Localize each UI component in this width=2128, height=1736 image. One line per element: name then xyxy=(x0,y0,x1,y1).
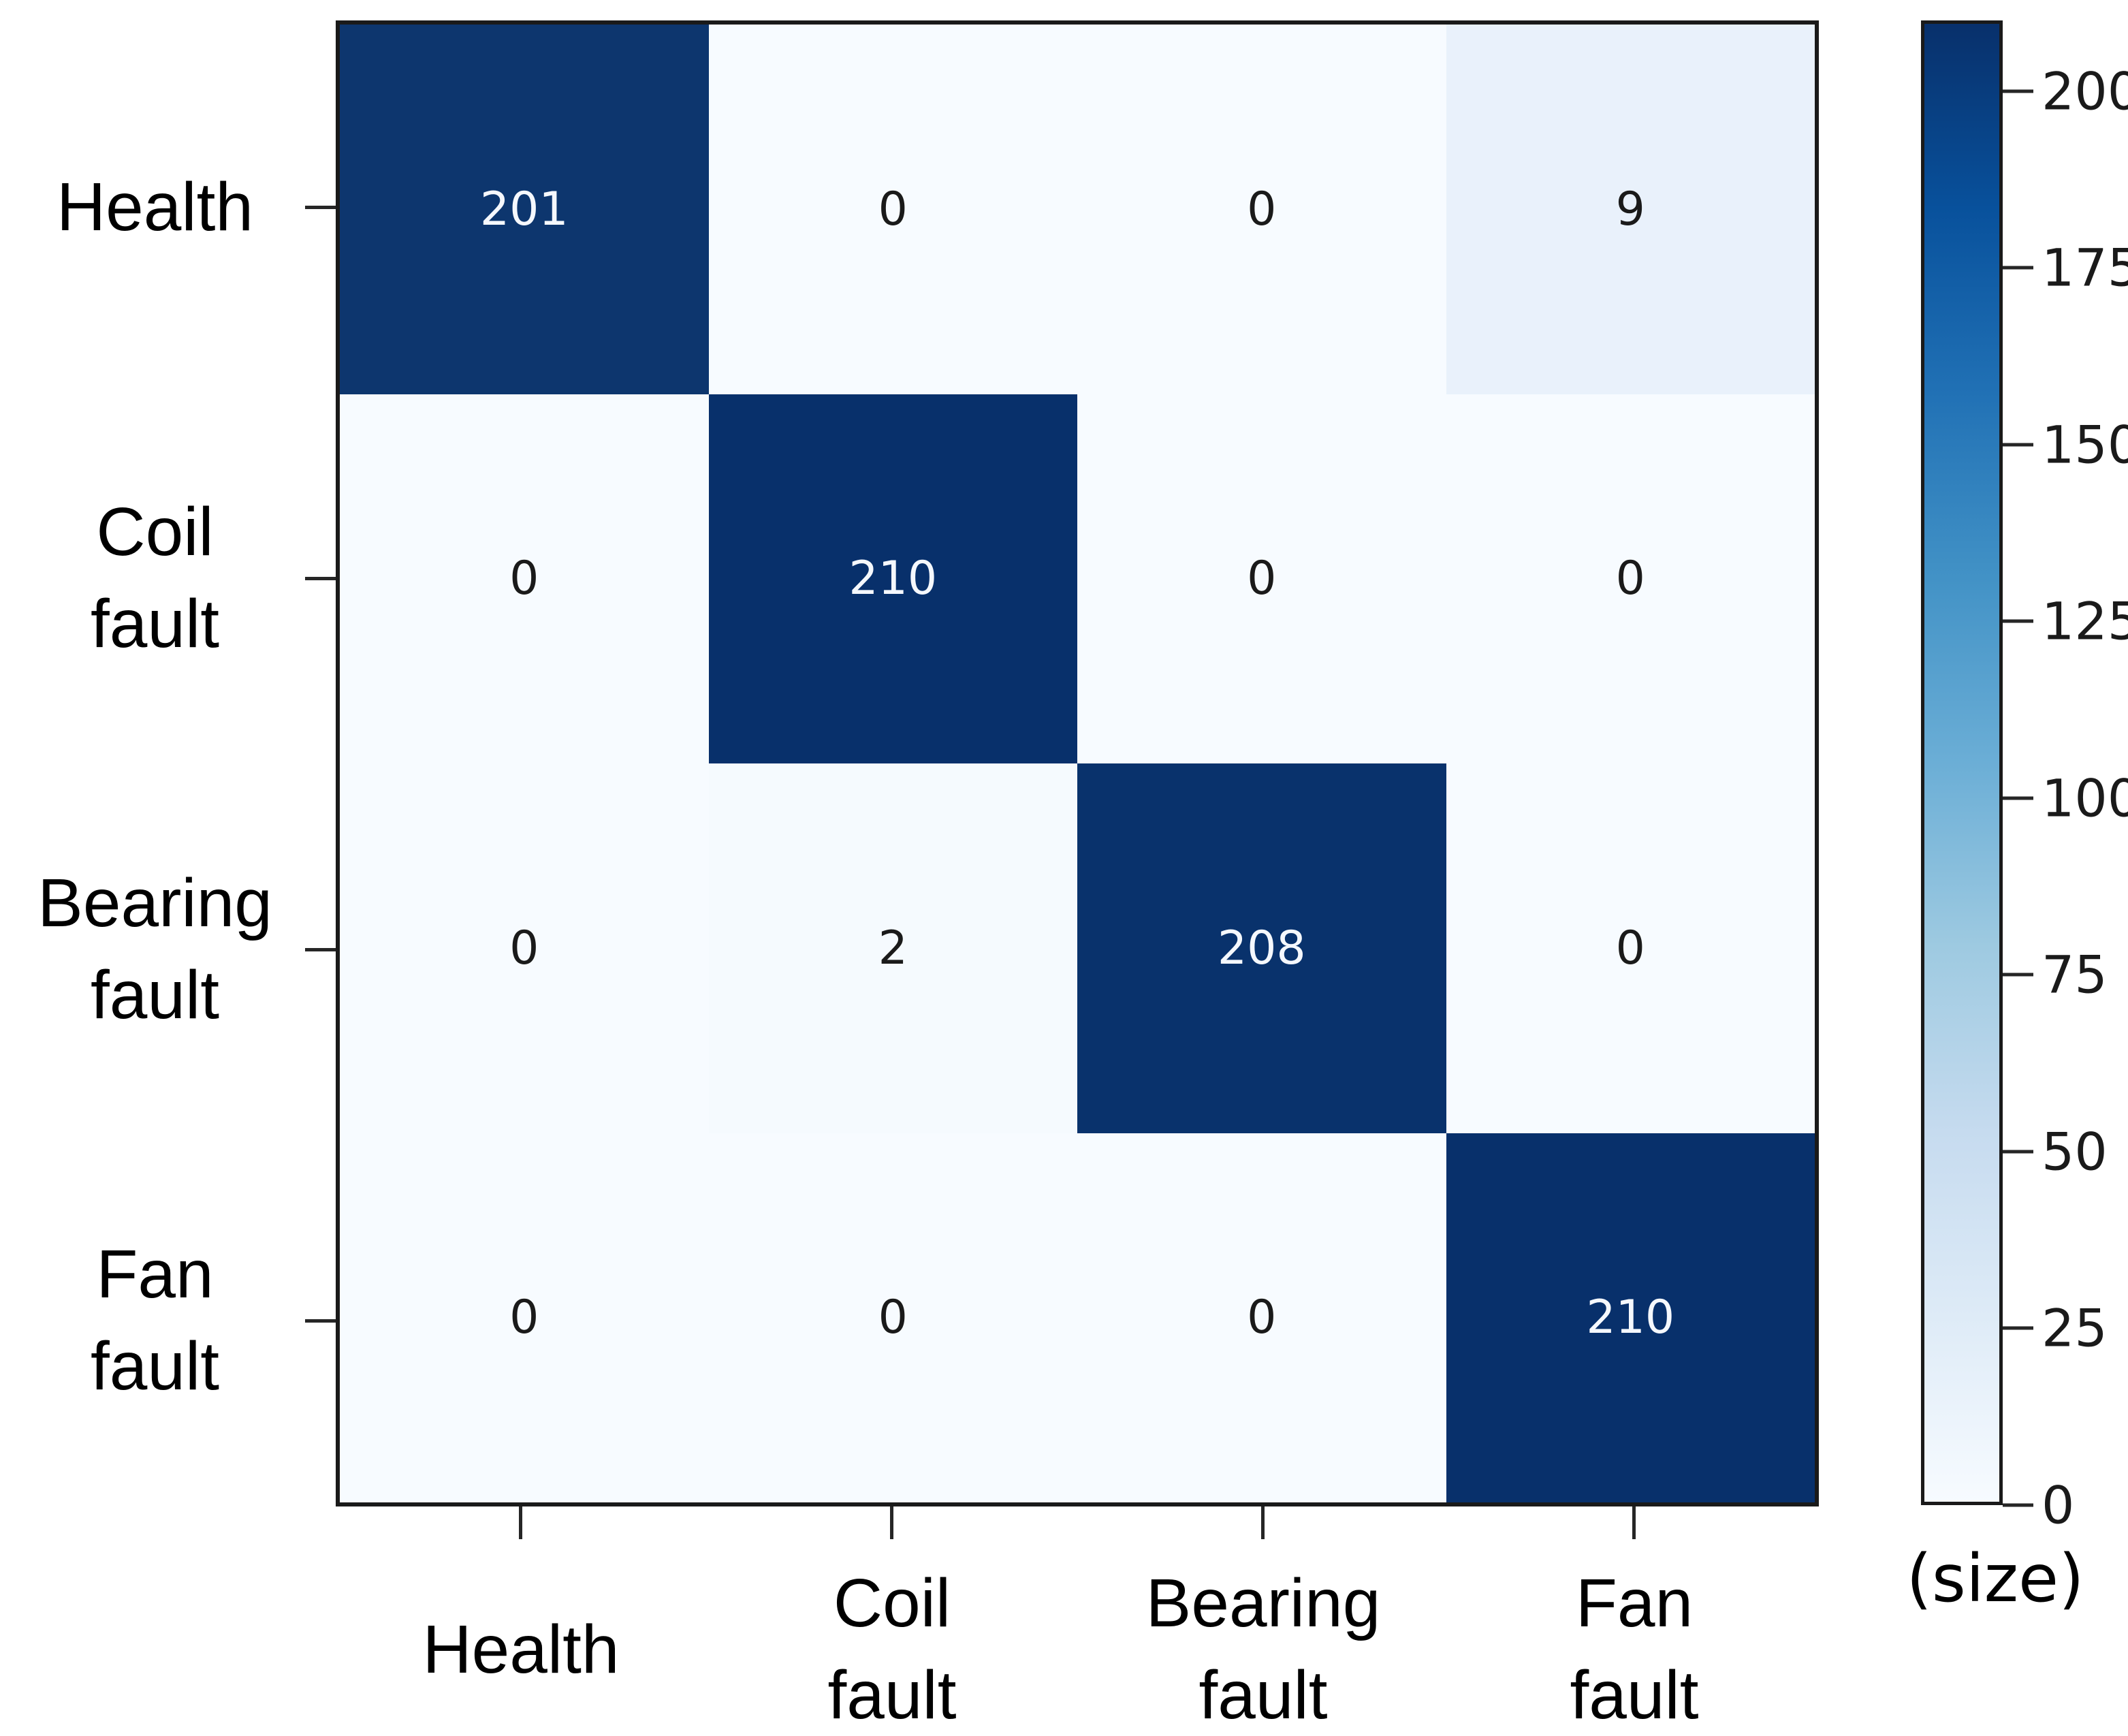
y-axis-tick-mark xyxy=(305,948,336,951)
y-axis-tick-mark xyxy=(305,1319,336,1323)
matrix-cell-r2c2: 208 xyxy=(1077,763,1446,1133)
x-axis-label-health: Health xyxy=(422,1611,620,1688)
x-axis-tick-mark xyxy=(890,1506,893,1539)
colorbar-tick-mark xyxy=(2003,443,2033,447)
colorbar-tick-label: 0 xyxy=(2042,1474,2075,1536)
matrix-cell-r2c3: 0 xyxy=(1446,763,1815,1133)
colorbar-tick-label: 100 xyxy=(2042,768,2128,829)
colorbar-tick-label: 175 xyxy=(2042,237,2128,298)
matrix-cell-r1c1: 210 xyxy=(708,394,1077,763)
colorbar-gradient xyxy=(1921,20,2003,1505)
y-axis-label-coil-fault: Coil fault xyxy=(90,494,219,662)
colorbar-tick-mark xyxy=(2003,1150,2033,1154)
matrix-cell-r0c1: 0 xyxy=(708,25,1077,394)
colorbar-tick-mark xyxy=(2003,796,2033,800)
colorbar-tick-label: 75 xyxy=(2042,944,2108,1005)
colorbar-tick-mark xyxy=(2003,266,2033,270)
colorbar-tick-mark xyxy=(2003,1326,2033,1330)
x-axis-label-fan-fault: Fan fault xyxy=(1570,1565,1699,1733)
colorbar-tick-label: 50 xyxy=(2042,1121,2108,1182)
colorbar-tick-mark xyxy=(2003,619,2033,623)
x-axis-label-coil-fault: Coil fault xyxy=(827,1565,957,1733)
colorbar-tick-mark xyxy=(2003,1503,2033,1507)
matrix-cell-r3c1: 0 xyxy=(708,1133,1077,1502)
colorbar-tick-label: 125 xyxy=(2042,590,2128,652)
y-axis-label-bearing-fault: Bearing fault xyxy=(37,865,272,1033)
colorbar-tick-label: 150 xyxy=(2042,414,2128,475)
colorbar-tick-label: 200 xyxy=(2042,61,2128,122)
colorbar-tick-label: 25 xyxy=(2042,1297,2108,1359)
matrix-cell-r2c1: 2 xyxy=(708,763,1077,1133)
matrix-cell-r1c0: 0 xyxy=(340,394,709,763)
matrix-cell-r0c2: 0 xyxy=(1077,25,1446,394)
matrix-cell-r3c3: 210 xyxy=(1446,1133,1815,1502)
y-axis-tick-mark xyxy=(305,577,336,580)
matrix-cell-r1c3: 0 xyxy=(1446,394,1815,763)
colorbar-tick-mark xyxy=(2003,89,2033,93)
matrix-cell-r3c2: 0 xyxy=(1077,1133,1446,1502)
matrix-cell-r2c0: 0 xyxy=(340,763,709,1133)
y-axis-label-fan-fault: Fan fault xyxy=(90,1236,219,1404)
matrix-cell-r0c3: 9 xyxy=(1446,25,1815,394)
x-axis-tick-mark xyxy=(519,1506,522,1539)
x-axis-tick-mark xyxy=(1261,1506,1265,1539)
matrix-cell-r0c0: 201 xyxy=(340,25,709,394)
x-axis-label-bearing-fault: Bearing fault xyxy=(1145,1565,1381,1733)
colorbar-tick-mark xyxy=(2003,973,2033,977)
y-axis-label-health: Health xyxy=(56,168,254,245)
colorbar-title: (size) xyxy=(1906,1541,2084,1617)
x-axis-tick-mark xyxy=(1632,1506,1636,1539)
matrix-cell-r3c0: 0 xyxy=(340,1133,709,1502)
matrix-cell-r1c2: 0 xyxy=(1077,394,1446,763)
heatmap-plot: 201 0 0 9 0 210 0 0 0 2 208 0 0 0 0 210 xyxy=(336,20,1819,1506)
y-axis-tick-mark xyxy=(305,206,336,209)
